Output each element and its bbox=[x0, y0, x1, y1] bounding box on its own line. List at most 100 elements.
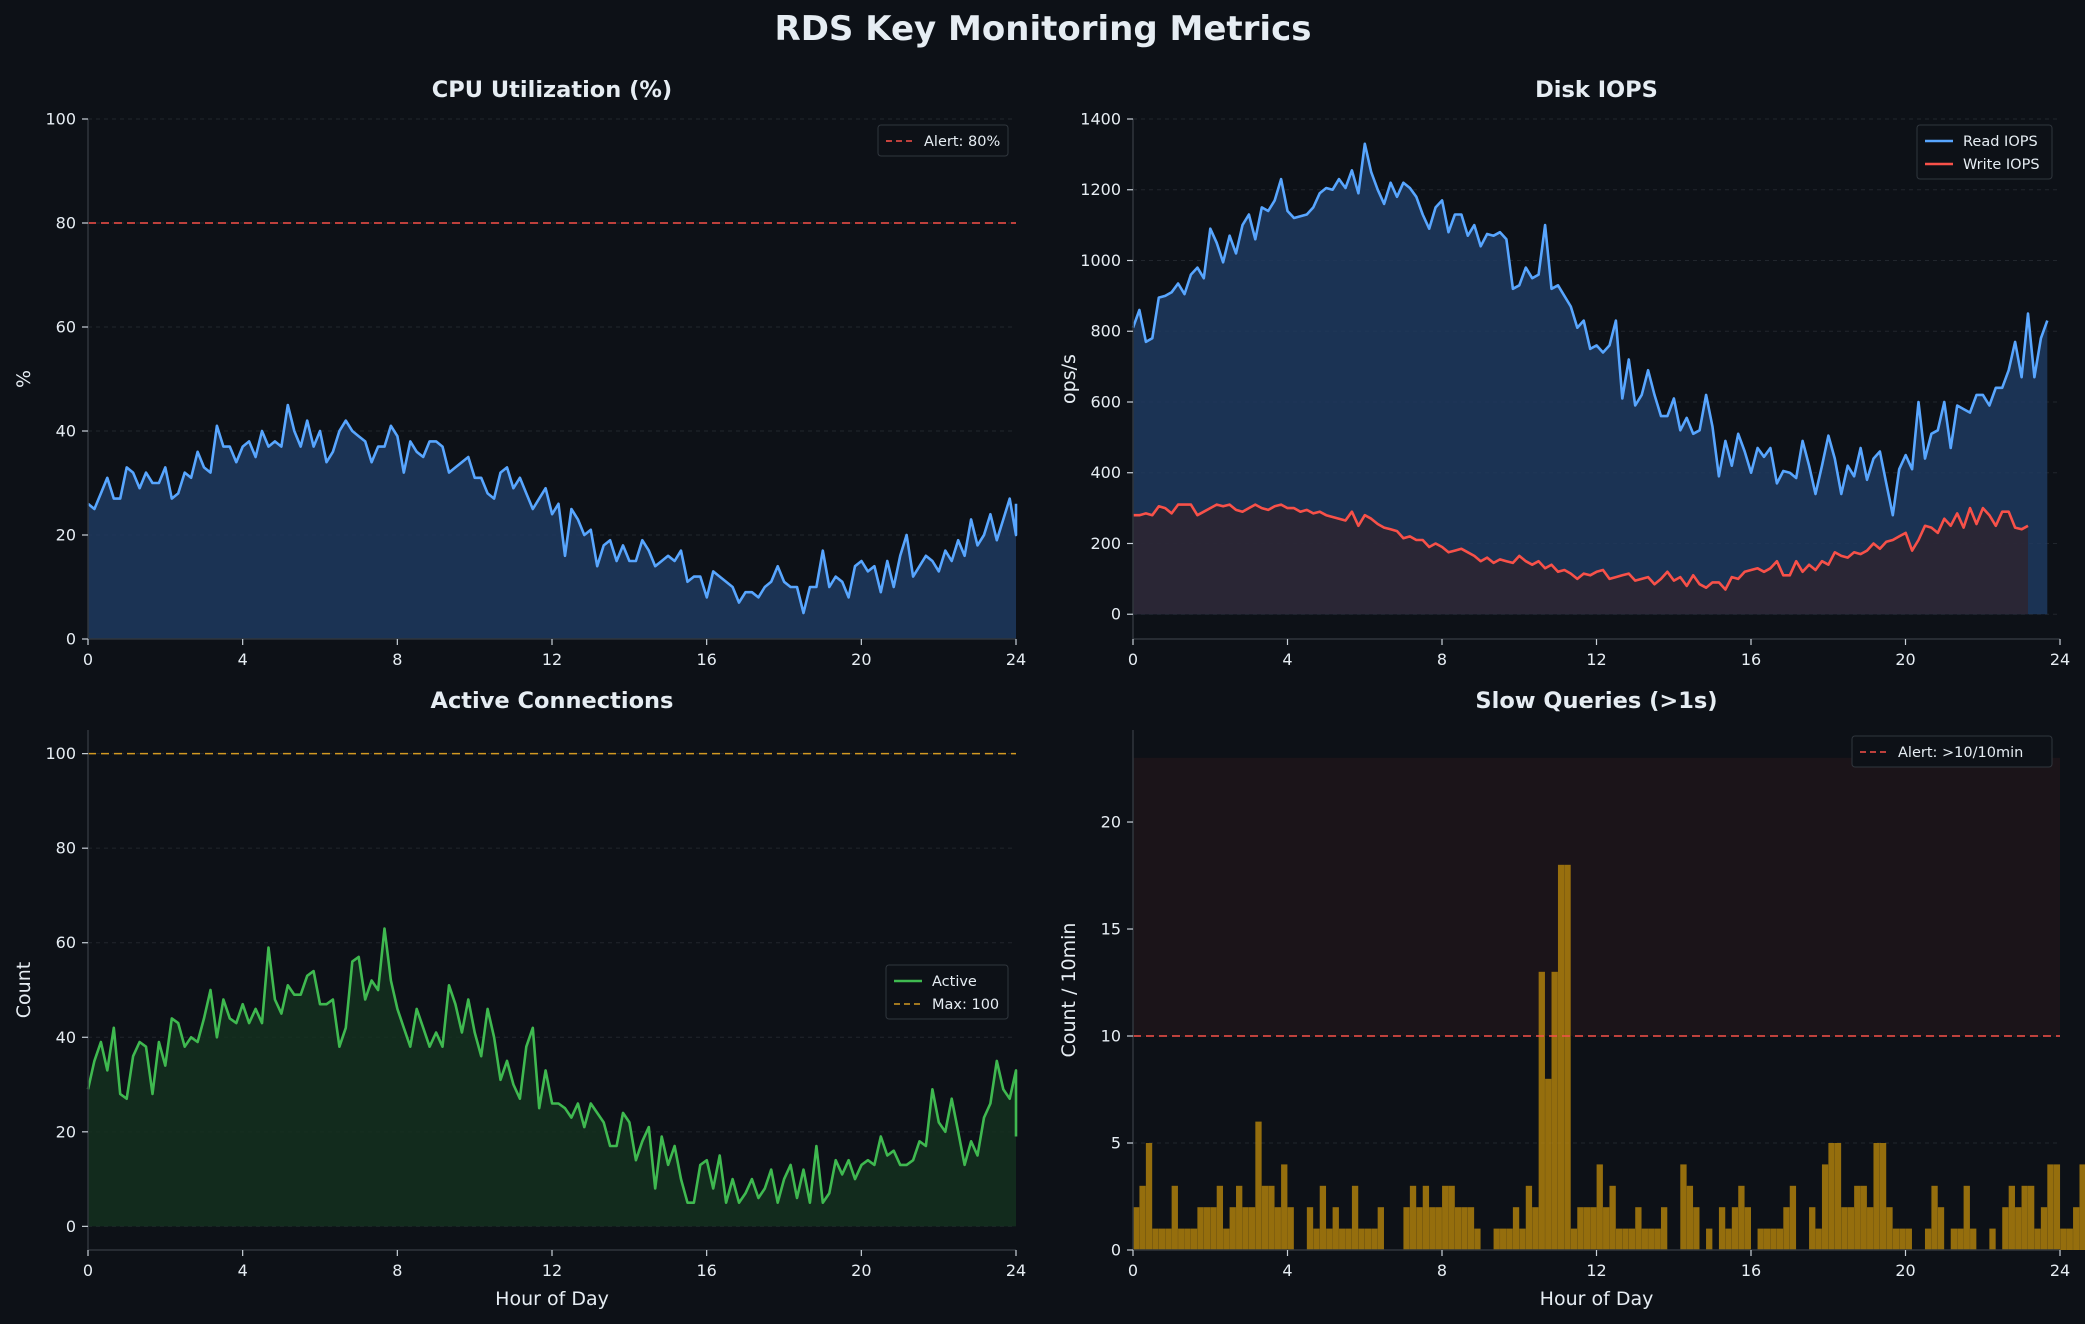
bar bbox=[1474, 1228, 1481, 1250]
bar bbox=[1403, 1207, 1410, 1250]
bar bbox=[1512, 1207, 1520, 1250]
x-tick-label: 16 bbox=[1741, 1261, 1761, 1280]
bar bbox=[1435, 1207, 1442, 1250]
x-tick-label: 12 bbox=[1586, 1261, 1606, 1280]
bar bbox=[1525, 1185, 1533, 1250]
x-tick-label: 8 bbox=[1437, 1261, 1447, 1280]
y-tick-label: 15 bbox=[1101, 920, 1121, 939]
y-tick-label: 80 bbox=[56, 214, 76, 233]
bar bbox=[1519, 1228, 1526, 1250]
y-tick-label: 20 bbox=[56, 1122, 76, 1141]
bar bbox=[1545, 1078, 1552, 1250]
bar bbox=[1236, 1185, 1243, 1250]
bar bbox=[1821, 1164, 1829, 1250]
x-axis-label: Hour of Day bbox=[1540, 1288, 1654, 1310]
x-tick-label: 24 bbox=[2050, 1261, 2070, 1280]
bar bbox=[1789, 1185, 1797, 1250]
bar bbox=[1248, 1207, 1256, 1250]
y-tick-label: 0 bbox=[66, 630, 76, 649]
y-axis-label: % bbox=[13, 370, 35, 388]
bar bbox=[2040, 1207, 2048, 1250]
bar bbox=[1500, 1228, 1507, 1250]
y-tick-label: 60 bbox=[56, 318, 76, 337]
bar bbox=[1242, 1207, 1249, 1250]
bar bbox=[1770, 1228, 1777, 1250]
y-tick-label: 10 bbox=[1101, 1027, 1121, 1046]
x-tick-label: 12 bbox=[1586, 650, 1606, 669]
y-tick-label: 1000 bbox=[1080, 251, 1121, 270]
x-tick-label: 24 bbox=[1006, 1261, 1026, 1280]
y-axis-label: Count bbox=[13, 962, 35, 1018]
bar bbox=[1422, 1185, 1430, 1250]
legend-label: Max: 100 bbox=[932, 997, 999, 1013]
bar bbox=[1860, 1185, 1867, 1250]
bar bbox=[1326, 1228, 1333, 1250]
y-tick-label: 40 bbox=[56, 1028, 76, 1047]
series-area bbox=[88, 928, 1016, 1227]
y-tick-label: 60 bbox=[56, 933, 76, 952]
bar bbox=[1905, 1228, 1912, 1250]
bar bbox=[1757, 1228, 1764, 1250]
bar bbox=[1828, 1143, 1835, 1250]
x-tick-label: 20 bbox=[1895, 1261, 1915, 1280]
legend-label: Write IOPS bbox=[1963, 157, 2040, 173]
x-tick-label: 20 bbox=[851, 1261, 871, 1280]
bar bbox=[1731, 1207, 1739, 1250]
bar bbox=[2027, 1185, 2035, 1250]
bar bbox=[1879, 1143, 1887, 1250]
bar bbox=[1268, 1185, 1275, 1250]
panel-title: Slow Queries (>1s) bbox=[1475, 688, 1717, 714]
bar bbox=[1660, 1207, 1668, 1250]
x-tick-label: 0 bbox=[83, 650, 93, 669]
bar bbox=[1139, 1185, 1146, 1250]
alert-band bbox=[1133, 757, 2060, 1037]
bar bbox=[1152, 1228, 1159, 1250]
bar bbox=[2021, 1185, 2028, 1250]
bar bbox=[1223, 1228, 1230, 1250]
y-tick-label: 0 bbox=[1111, 605, 1121, 624]
bar bbox=[1718, 1207, 1726, 1250]
bar bbox=[1493, 1228, 1500, 1250]
x-tick-label: 12 bbox=[542, 650, 562, 669]
bar bbox=[1899, 1228, 1906, 1250]
bar bbox=[2079, 1164, 2085, 1250]
figure-title: RDS Key Monitoring Metrics bbox=[775, 9, 1312, 49]
bar bbox=[1371, 1228, 1378, 1250]
bar bbox=[2015, 1207, 2022, 1250]
bar bbox=[1145, 1143, 1153, 1250]
bar bbox=[1648, 1228, 1655, 1250]
bar bbox=[1255, 1121, 1262, 1250]
bar bbox=[1738, 1185, 1745, 1250]
y-axis-label: Count / 10min bbox=[1058, 923, 1080, 1058]
y-tick-label: 800 bbox=[1090, 322, 1121, 341]
legend: Alert: 80% bbox=[877, 124, 1009, 157]
panel-slow-queries: Slow Queries (>1s) 0 5 10 15 20 0 4 8 12 16 20 24 Cou… bbox=[1058, 688, 2085, 1310]
x-tick-label: 24 bbox=[1006, 650, 1026, 669]
bar bbox=[1351, 1185, 1359, 1250]
bar bbox=[1854, 1185, 1861, 1250]
bar bbox=[1937, 1207, 1945, 1250]
bar bbox=[1339, 1228, 1346, 1250]
x-tick-label: 0 bbox=[1128, 650, 1138, 669]
bar bbox=[2034, 1228, 2041, 1250]
legend: Alert: >10/10min bbox=[1851, 735, 2053, 768]
bar bbox=[1210, 1207, 1217, 1250]
bar bbox=[1197, 1207, 1204, 1250]
y-tick-label: 400 bbox=[1090, 463, 1121, 482]
bar bbox=[1538, 971, 1545, 1250]
y-tick-label: 100 bbox=[45, 110, 76, 129]
bar bbox=[1274, 1207, 1281, 1250]
y-tick-label: 20 bbox=[1101, 813, 1121, 832]
bar bbox=[1706, 1228, 1713, 1250]
x-tick-label: 16 bbox=[696, 1261, 716, 1280]
panel-title: Active Connections bbox=[431, 688, 674, 714]
bar bbox=[1158, 1228, 1166, 1250]
bar bbox=[1281, 1164, 1288, 1250]
bar bbox=[2053, 1164, 2061, 1250]
bar bbox=[1867, 1207, 1874, 1250]
bar bbox=[1165, 1228, 1172, 1250]
bar bbox=[1834, 1143, 1842, 1250]
bar bbox=[1570, 1228, 1578, 1250]
bar bbox=[1635, 1207, 1642, 1250]
